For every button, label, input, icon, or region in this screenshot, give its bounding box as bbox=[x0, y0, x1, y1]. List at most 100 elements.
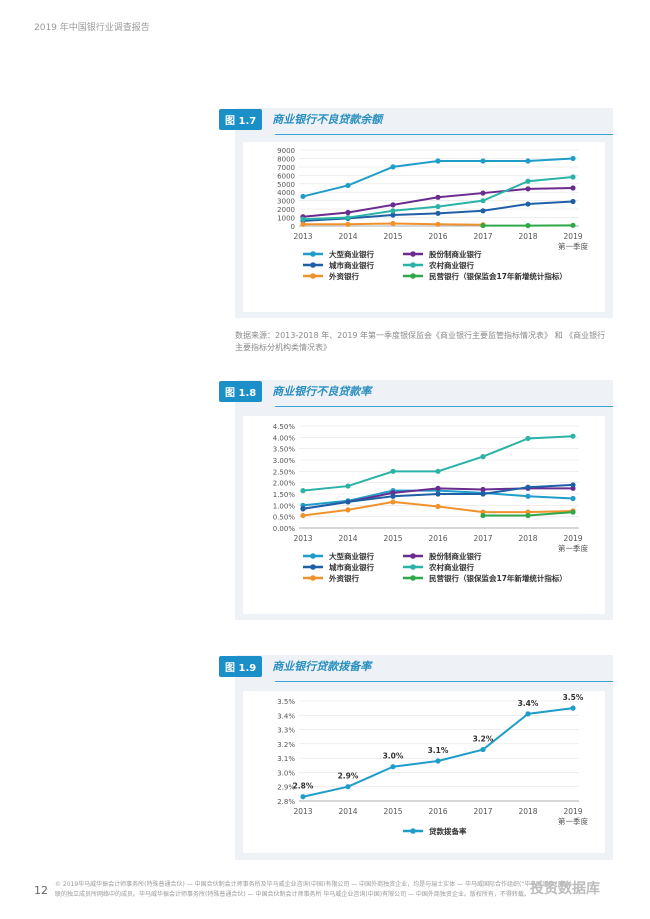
data-point bbox=[525, 158, 531, 164]
legend-marker bbox=[410, 553, 416, 559]
data-point bbox=[390, 499, 396, 505]
y-tick-label: 3000 bbox=[277, 198, 295, 206]
legend-label: 城市商业银行 bbox=[329, 562, 374, 572]
data-point bbox=[390, 764, 396, 770]
x-tick-label: 2015 bbox=[383, 807, 402, 816]
data-point bbox=[300, 488, 306, 494]
figure-rule-2 bbox=[275, 406, 613, 407]
x-tick-label: 2014 bbox=[338, 807, 357, 816]
figure-panel-1: 图 1.7 商业银行不良贷款余额 0 1000 2000 3000 4000 5000 60… bbox=[219, 108, 613, 318]
y-tick-label: 0 bbox=[291, 223, 295, 231]
legend-marker bbox=[310, 575, 316, 581]
data-point bbox=[525, 222, 531, 229]
y-tick-label: 2.8% bbox=[277, 798, 295, 806]
data-point bbox=[480, 208, 486, 214]
y-tick-label: 2000 bbox=[277, 206, 295, 214]
y-tick-label: 5000 bbox=[277, 181, 295, 189]
y-tick-label: 3.1% bbox=[277, 755, 295, 763]
y-tick-label: 3.5% bbox=[277, 698, 295, 706]
data-point bbox=[570, 198, 576, 205]
x-tick-label: 2017 bbox=[473, 232, 492, 241]
y-tick-label: 4.50% bbox=[273, 423, 296, 431]
figure-badge-3: 图 1.9 bbox=[219, 655, 263, 677]
data-point bbox=[525, 711, 531, 717]
x-tick-label: 2013 bbox=[293, 232, 312, 241]
data-point bbox=[480, 158, 486, 164]
x-tick-label: 2016 bbox=[428, 534, 447, 543]
y-tick-label: 2.00% bbox=[273, 480, 296, 488]
data-point bbox=[390, 202, 396, 208]
x-tick-label: 2018 bbox=[518, 807, 537, 816]
y-tick-label: 8000 bbox=[277, 155, 295, 163]
data-point bbox=[390, 493, 396, 499]
x-tick-label: 2015 bbox=[383, 534, 402, 543]
legend-marker bbox=[310, 251, 316, 257]
data-point bbox=[435, 158, 441, 164]
data-point bbox=[435, 221, 441, 227]
x-tick-label: 2017 bbox=[473, 534, 492, 543]
figure-panel-2: 图 1.8 商业银行不良贷款率 0.00% 0.50% 1.00% 1.50% 2.00… bbox=[219, 380, 613, 620]
x-tick-label: 2019 bbox=[563, 232, 582, 241]
x-tick-label: 2016 bbox=[428, 807, 447, 816]
y-tick-label: 3.3% bbox=[277, 727, 295, 735]
data-point bbox=[525, 493, 531, 499]
y-tick-label: 3.50% bbox=[273, 446, 296, 454]
y-tick-label: 2.9% bbox=[277, 784, 295, 792]
data-point bbox=[390, 468, 396, 474]
y-tick-label: 0.00% bbox=[273, 525, 296, 533]
legend-marker bbox=[310, 564, 316, 570]
figure-badge-1: 图 1.7 bbox=[219, 108, 263, 130]
figure-heading-3: 图 1.9 商业银行贷款拨备率 bbox=[219, 655, 371, 677]
nonperforming-loan-ratio-chart: 0.00% 0.50% 1.00% 1.50% 2.00% 2.50% 3.00% 3.50%… bbox=[273, 423, 589, 583]
data-point bbox=[480, 486, 486, 493]
data-label: 2.8% bbox=[293, 782, 314, 791]
data-point bbox=[480, 222, 486, 229]
data-point bbox=[525, 484, 531, 490]
data-point bbox=[300, 221, 306, 227]
legend-marker bbox=[410, 251, 416, 257]
legend-label: 股份制商业银行 bbox=[429, 249, 482, 259]
legend-label: 大型商业银行 bbox=[329, 551, 374, 561]
series-line bbox=[302, 157, 574, 198]
data-point bbox=[300, 506, 306, 512]
y-tick-label: 1.50% bbox=[273, 491, 296, 499]
data-point bbox=[345, 182, 351, 189]
legend-label: 城市商业银行 bbox=[329, 260, 374, 270]
data-point bbox=[390, 164, 396, 170]
data-point bbox=[525, 186, 531, 192]
y-tick-label: 3.0% bbox=[277, 769, 295, 777]
x-tick-label: 2016 bbox=[428, 232, 447, 241]
data-point bbox=[390, 220, 396, 227]
legend-marker bbox=[410, 273, 416, 279]
data-point bbox=[435, 485, 441, 491]
data-point bbox=[435, 503, 441, 510]
legend-label: 外资银行 bbox=[329, 573, 359, 583]
page-number: 12 bbox=[34, 884, 48, 897]
x-tick-label: 2014 bbox=[338, 534, 357, 543]
data-point bbox=[480, 512, 486, 519]
data-point bbox=[570, 495, 576, 502]
chart-area-1: 0 1000 2000 3000 4000 5000 6000 7000 8000 9000 201… bbox=[243, 142, 605, 312]
legend-marker bbox=[410, 828, 416, 834]
y-tick-label: 0.50% bbox=[273, 514, 296, 522]
legend-label: 农村商业银行 bbox=[428, 562, 474, 572]
y-tick-label: 4.00% bbox=[273, 434, 296, 442]
data-point bbox=[345, 507, 351, 513]
data-point bbox=[435, 491, 441, 497]
data-point bbox=[480, 746, 486, 753]
legend-marker bbox=[410, 575, 416, 581]
loan-provision-ratio-chart: 2.8%2.9%3.0%3.1%3.2%3.3%3.4%3.5%2013 2014… bbox=[277, 693, 588, 836]
legend-marker bbox=[310, 273, 316, 279]
y-tick-label: 3.4% bbox=[277, 712, 295, 720]
y-tick-label: 1.00% bbox=[273, 502, 296, 510]
figure-heading-1: 图 1.7 商业银行不良贷款余额 bbox=[219, 108, 382, 130]
y-tick-label: 4000 bbox=[277, 189, 295, 197]
data-point bbox=[480, 190, 486, 196]
footer-copyright: © 2019毕马威华振会计师事务所(特殊普通合伙) — 中国合伙制会计师事务所及… bbox=[55, 881, 572, 898]
figure-panel-3: 图 1.9 商业银行贷款拨备率 2.8% 2.9% 3.0% 3.1% 3.2% 3.3%… bbox=[219, 655, 613, 860]
legend-label: 民营银行（银保监会17年新增统计指标） bbox=[429, 271, 567, 281]
y-tick-label: 9000 bbox=[277, 147, 295, 155]
figure-title-3: 商业银行贷款拨备率 bbox=[272, 660, 372, 673]
data-point bbox=[435, 203, 441, 210]
x-tick-label: 2013 bbox=[293, 534, 312, 543]
